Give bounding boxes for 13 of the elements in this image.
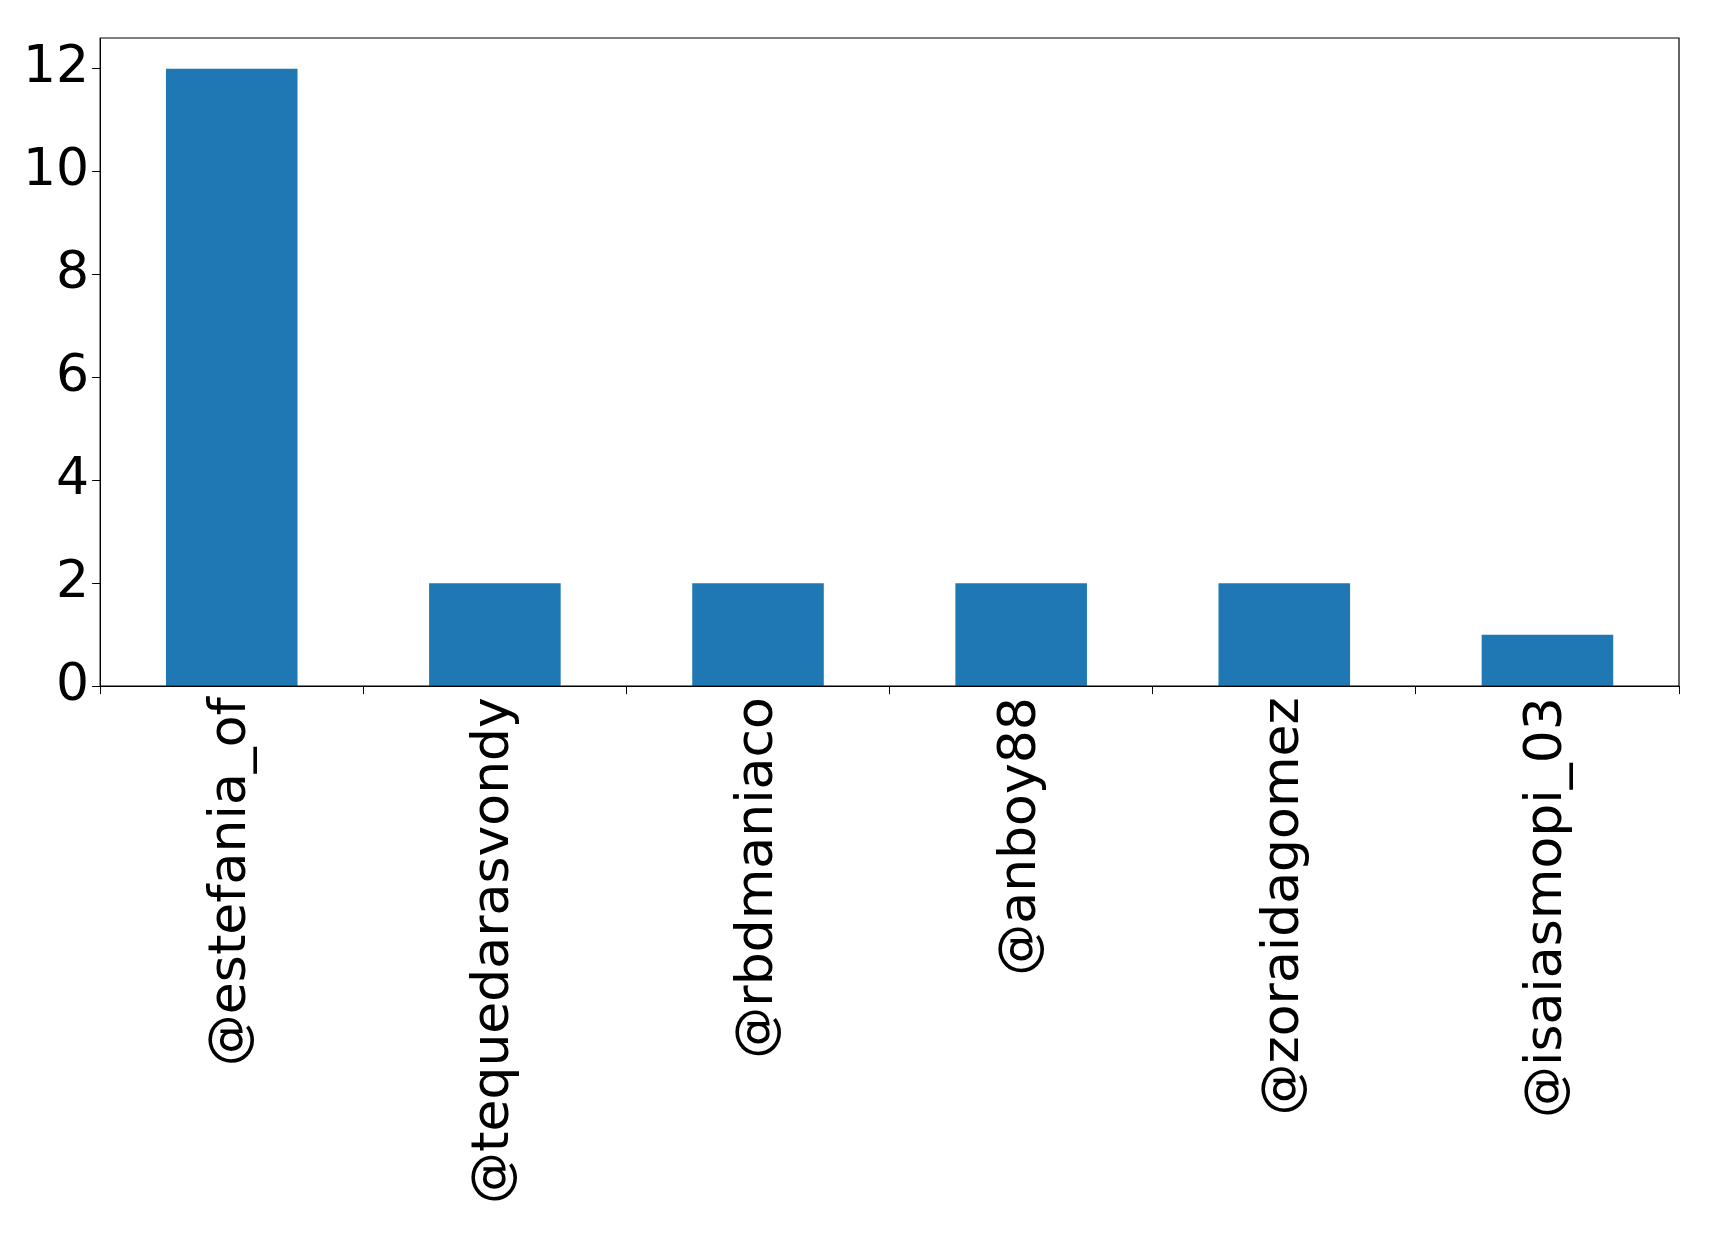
y-tick-label: 8: [56, 240, 90, 301]
y-tick-label: 12: [23, 34, 90, 95]
x-tick-label: @isaiasmopi_03: [1512, 697, 1573, 1119]
y-tick-label: 4: [56, 445, 90, 506]
y-tick-label: 10: [23, 137, 90, 198]
y-tick-label: 6: [56, 343, 90, 404]
x-tick-label: @zoraidagomez: [1249, 697, 1310, 1116]
x-tick-label: @estefania_of: [197, 695, 258, 1067]
x-tick-label: @anboy88: [986, 697, 1047, 976]
x-tick-label: @rbdmaniaco: [723, 697, 784, 1059]
y-tick-label: 0: [56, 651, 90, 712]
y-tick-label: 2: [56, 548, 90, 609]
x-tick-label: @tequedarasvondy: [460, 697, 521, 1204]
